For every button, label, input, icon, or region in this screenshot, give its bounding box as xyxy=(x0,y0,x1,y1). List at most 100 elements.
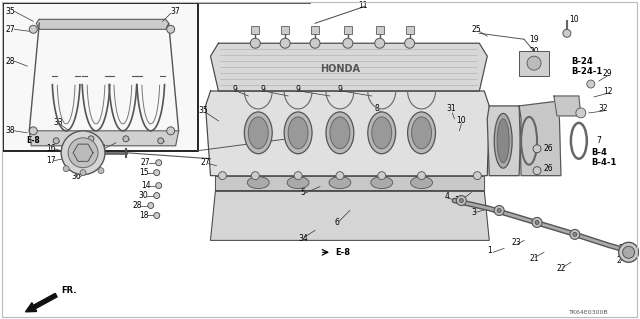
Text: 30: 30 xyxy=(139,191,148,200)
Polygon shape xyxy=(487,106,521,176)
Ellipse shape xyxy=(411,177,433,189)
Text: 6: 6 xyxy=(335,218,340,227)
Circle shape xyxy=(154,212,160,219)
Ellipse shape xyxy=(371,177,393,189)
Text: E-8: E-8 xyxy=(335,248,350,257)
Text: 25: 25 xyxy=(471,25,481,34)
Text: 32: 32 xyxy=(599,104,609,114)
Circle shape xyxy=(294,172,302,180)
Bar xyxy=(3,4,198,151)
Text: 34: 34 xyxy=(298,234,308,243)
Circle shape xyxy=(148,203,154,209)
Text: 9: 9 xyxy=(232,85,237,93)
Text: 3: 3 xyxy=(471,208,476,217)
Circle shape xyxy=(280,38,290,48)
Circle shape xyxy=(494,205,504,215)
Circle shape xyxy=(456,196,467,205)
Text: HONDA: HONDA xyxy=(320,64,360,74)
Text: 24: 24 xyxy=(487,144,497,153)
Circle shape xyxy=(29,25,37,33)
Text: 31: 31 xyxy=(447,104,456,114)
Bar xyxy=(252,26,259,34)
Circle shape xyxy=(336,172,344,180)
Circle shape xyxy=(502,148,508,154)
Text: 26: 26 xyxy=(543,144,552,153)
Polygon shape xyxy=(211,43,487,91)
Circle shape xyxy=(53,138,59,144)
Circle shape xyxy=(460,198,463,203)
Ellipse shape xyxy=(412,117,431,149)
Ellipse shape xyxy=(494,114,512,168)
Circle shape xyxy=(61,131,105,174)
Text: 17: 17 xyxy=(46,156,56,165)
Ellipse shape xyxy=(248,117,268,149)
Circle shape xyxy=(417,172,426,180)
Circle shape xyxy=(154,170,160,176)
Circle shape xyxy=(166,127,175,135)
Text: TK64E0300B: TK64E0300B xyxy=(569,309,609,315)
Text: 16: 16 xyxy=(46,144,56,153)
Text: 29: 29 xyxy=(603,69,612,78)
Text: B-24: B-24 xyxy=(571,57,593,66)
Polygon shape xyxy=(554,96,581,116)
Circle shape xyxy=(63,166,69,172)
Text: 28: 28 xyxy=(133,201,142,210)
Circle shape xyxy=(80,170,86,176)
Circle shape xyxy=(535,220,539,225)
Text: 4: 4 xyxy=(444,192,449,201)
Polygon shape xyxy=(205,91,489,176)
Ellipse shape xyxy=(368,112,396,154)
Bar xyxy=(281,26,289,34)
Text: 2: 2 xyxy=(617,256,621,265)
Circle shape xyxy=(29,127,37,135)
Polygon shape xyxy=(519,101,561,176)
Text: 35: 35 xyxy=(198,107,208,115)
Text: B-4-1: B-4-1 xyxy=(591,158,616,167)
Circle shape xyxy=(250,38,260,48)
Polygon shape xyxy=(36,19,169,29)
Text: 7: 7 xyxy=(596,136,602,145)
Text: 27: 27 xyxy=(200,158,210,167)
Circle shape xyxy=(378,172,386,180)
Circle shape xyxy=(252,172,259,180)
Circle shape xyxy=(532,218,542,227)
Circle shape xyxy=(154,193,160,198)
Text: 13: 13 xyxy=(454,196,464,205)
Bar xyxy=(519,51,549,76)
Circle shape xyxy=(123,136,129,142)
Text: 28: 28 xyxy=(5,57,15,66)
Ellipse shape xyxy=(244,112,272,154)
Circle shape xyxy=(375,38,385,48)
Polygon shape xyxy=(211,190,489,240)
Text: 20: 20 xyxy=(529,47,539,56)
Circle shape xyxy=(576,108,586,118)
Ellipse shape xyxy=(497,119,509,163)
Text: 37: 37 xyxy=(171,7,180,16)
Text: 22: 22 xyxy=(619,244,628,253)
Circle shape xyxy=(78,148,88,158)
Ellipse shape xyxy=(372,117,392,149)
Text: E-8: E-8 xyxy=(26,136,40,145)
Polygon shape xyxy=(73,144,93,161)
Circle shape xyxy=(533,167,541,174)
Text: 34: 34 xyxy=(96,144,106,153)
Circle shape xyxy=(98,168,104,174)
Circle shape xyxy=(166,25,175,33)
Circle shape xyxy=(156,160,162,166)
Text: 18: 18 xyxy=(139,211,148,220)
FancyArrow shape xyxy=(26,293,57,312)
Text: 1: 1 xyxy=(487,246,492,255)
Bar xyxy=(376,26,384,34)
Circle shape xyxy=(623,246,635,258)
Text: B-24-1: B-24-1 xyxy=(571,67,602,76)
Text: 12: 12 xyxy=(603,86,612,95)
Text: 21: 21 xyxy=(529,254,539,263)
Text: 26: 26 xyxy=(543,164,552,173)
Text: 23: 23 xyxy=(511,238,521,247)
Text: 27: 27 xyxy=(141,158,150,167)
Circle shape xyxy=(497,209,501,212)
Ellipse shape xyxy=(330,117,350,149)
Ellipse shape xyxy=(329,177,351,189)
Text: FR.: FR. xyxy=(61,286,77,295)
Text: 11: 11 xyxy=(358,1,367,10)
